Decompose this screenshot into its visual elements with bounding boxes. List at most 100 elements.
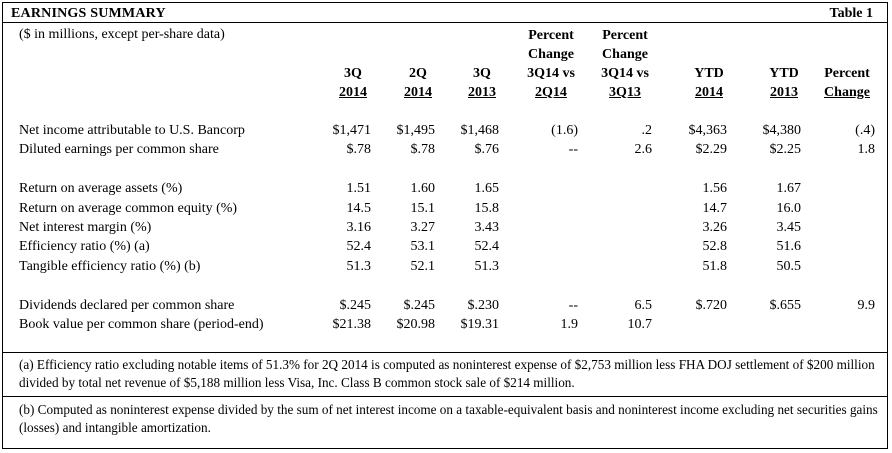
table-cell: 1.60 [410,181,436,196]
row-label: Efficiency ratio (%) (a) [19,239,150,254]
column-header: YTD 2014 [664,26,754,102]
table-cell: 9.9 [857,298,876,313]
table-cell: 3.26 [702,220,728,235]
table-cell: 51.6 [776,239,802,254]
table-cell: 52.1 [410,259,436,274]
table-cell: 3.16 [346,220,372,235]
table-cell: $.76 [474,142,500,157]
row-label: Dividends declared per common share [19,298,235,313]
column-header-line: 2014 [339,85,367,100]
table-cell: $1,495 [396,123,436,138]
column-header-line: YTD [694,66,724,81]
table-cell: 1.65 [474,181,500,196]
table-cell: $.245 [403,298,436,313]
column-header-line [802,45,892,64]
column-header-line: Percent [602,28,648,43]
table-title: EARNINGS SUMMARY [11,6,166,21]
table-cell: (1.6) [551,123,578,138]
table-cell: $.78 [410,142,436,157]
table-cell: $.230 [467,298,500,313]
table-cell: 53.1 [410,239,436,254]
table-cell: $4,380 [762,123,802,138]
column-header-line: 2013 [468,85,496,100]
column-header-line: 3Q14 vs [527,66,575,81]
row-label: Book value per common share (period-end) [19,317,264,332]
footnote-a: (a) Efficiency ratio excluding notable i… [19,357,875,390]
column-header-line: YTD [769,66,799,81]
table-cell: 3.43 [474,220,500,235]
table-cell: $.245 [339,298,372,313]
column-header-line: 3Q13 [609,85,641,100]
column-header-line: 2Q14 [535,85,567,100]
row-label: Return on average assets (%) [19,181,183,196]
column-header-line: Change [528,47,574,62]
row-label: Net interest margin (%) [19,220,152,235]
table-cell: (.4) [855,123,875,138]
table-cell: 51.8 [702,259,728,274]
column-header-line: Percent [528,28,574,43]
table-cell: 1.8 [857,142,876,157]
row-label: Tangible efficiency ratio (%) (b) [19,259,201,274]
table-cell: $2.25 [769,142,802,157]
table-cell: 14.7 [702,201,728,216]
table-cell: 2.6 [634,142,653,157]
column-header-line: Change [602,47,648,62]
table-cell: $1,468 [460,123,500,138]
column-header-line: 3Q14 vs [601,66,649,81]
table-cell: 52.8 [702,239,728,254]
table-cell: 1.56 [702,181,728,196]
row-label: Return on average common equity (%) [19,201,238,216]
table-cell: .2 [641,123,653,138]
row-label: Diluted earnings per common share [19,142,219,157]
table-cell: 51.3 [474,259,500,274]
units-note: ($ in millions, except per-share data) [19,27,225,42]
table-cell: $4,363 [688,123,728,138]
table-cell: 15.1 [410,201,436,216]
table-cell: -- [568,142,578,157]
table-cell: $2.29 [695,142,728,157]
table-cell: 1.9 [560,317,579,332]
column-header: Percent Change 3Q14 vs 3Q13 [580,26,670,102]
table-cell: $.78 [346,142,372,157]
table-cell: $20.98 [396,317,436,332]
column-header-line: 3Q [344,66,362,81]
footnote-divider [3,396,887,397]
table-cell: -- [568,298,578,313]
column-header-line: Percent [824,66,870,81]
table-cell: 10.7 [627,317,653,332]
table-cell: 6.5 [634,298,653,313]
column-header: 3Q 2014 [308,26,398,102]
column-header-line: 2013 [770,85,798,100]
table-cell: 16.0 [776,201,802,216]
table-number: Table 1 [829,6,873,21]
table-cell: 3.27 [410,220,436,235]
column-header: 3Q 2013 [437,26,527,102]
table-cell: 50.5 [776,259,802,274]
table-cell: $.655 [769,298,802,313]
column-header: Percent Change [802,26,892,102]
table-cell: 3.45 [776,220,802,235]
column-header-line [802,26,892,45]
table-cell: 51.3 [346,259,372,274]
column-header: 2Q 2014 [373,26,463,102]
column-header-line: Change [824,85,870,100]
column-header-line: 2Q [409,66,427,81]
table-cell: 1.51 [346,181,372,196]
table-cell: 1.67 [776,181,802,196]
table-cell: 52.4 [346,239,372,254]
table-cell: 52.4 [474,239,500,254]
column-header-line: 2014 [695,85,723,100]
column-header: YTD 2013 [739,26,829,102]
footnote-divider [3,352,887,353]
table-cell: $.720 [695,298,728,313]
table-cell: $19.31 [460,317,500,332]
table-cell: 15.8 [474,201,500,216]
column-header: Percent Change 3Q14 vs 2Q14 [506,26,596,102]
footnote-b: (b) Computed as noninterest expense divi… [19,402,878,435]
title-bar: EARNINGS SUMMARY Table 1 [3,3,887,23]
row-label: Net income attributable to U.S. Bancorp [19,123,245,138]
table-cell: $1,471 [332,123,372,138]
table-cell: 14.5 [346,201,372,216]
column-header-line: 2014 [404,85,432,100]
